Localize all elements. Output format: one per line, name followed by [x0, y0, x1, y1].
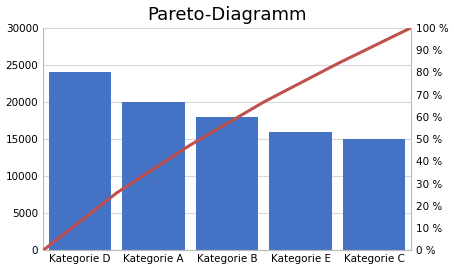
Bar — [196, 117, 258, 250]
Title: Pareto-Diagramm: Pareto-Diagramm — [147, 6, 307, 23]
Bar — [269, 132, 332, 250]
Bar — [122, 102, 185, 250]
Bar — [343, 139, 405, 250]
Bar — [49, 72, 111, 250]
